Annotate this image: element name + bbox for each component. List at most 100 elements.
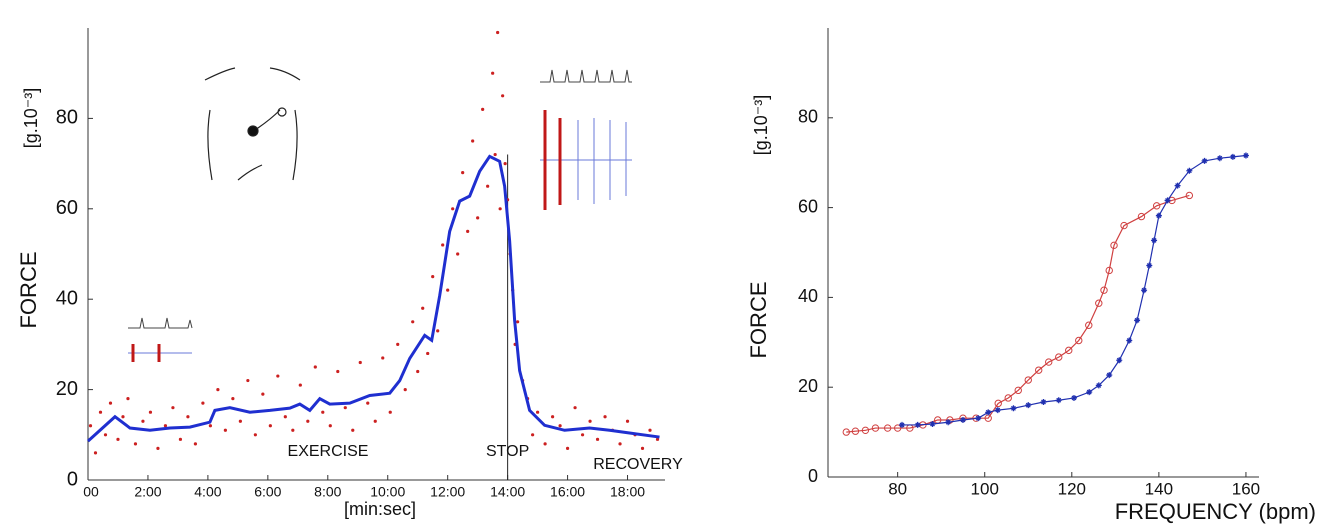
marker (1040, 399, 1047, 406)
dot (411, 320, 415, 324)
dot (358, 360, 362, 365)
dot (496, 30, 500, 35)
marker (1164, 197, 1171, 204)
x-tick-label: 00 (83, 484, 99, 500)
dot (618, 442, 622, 446)
dot (313, 365, 317, 369)
dot (451, 207, 455, 211)
marker (883, 424, 892, 432)
marker (1134, 317, 1141, 324)
dot (298, 383, 302, 387)
dot (486, 184, 490, 188)
x-tick-label: 14:00 (490, 484, 525, 500)
marker (1201, 157, 1208, 164)
x-tick-label: 160 (1232, 479, 1260, 498)
dot (536, 410, 540, 414)
dot (456, 252, 460, 256)
marker (899, 421, 906, 428)
dot (108, 401, 113, 405)
dot (291, 428, 295, 432)
marker (945, 419, 952, 426)
y-tick-label: 80 (798, 107, 818, 127)
dot (655, 437, 660, 441)
dot (156, 446, 160, 450)
marker (1155, 212, 1162, 219)
x-axis-label: FREQUENCY (bpm) (1115, 499, 1316, 524)
annotation: RECOVERY (593, 456, 683, 473)
dot (421, 306, 425, 310)
marker (861, 426, 870, 435)
dot (231, 397, 235, 401)
dot (431, 275, 435, 279)
marker (975, 415, 982, 422)
dot (516, 320, 520, 324)
dot (466, 229, 470, 233)
y-tick-label: 60 (798, 196, 818, 216)
marker (851, 427, 860, 435)
dot (493, 152, 497, 157)
x-tick-label: 6:00 (254, 484, 281, 500)
x-tick-label: 140 (1145, 479, 1173, 498)
x-tick-label: 18:00 (610, 484, 645, 500)
x-tick-label: 4:00 (194, 484, 221, 500)
dot (648, 428, 652, 432)
marker (914, 421, 921, 428)
marker (994, 399, 1002, 408)
dot (328, 424, 332, 428)
series-line (846, 194, 1190, 433)
x-tick-label: 100 (971, 479, 999, 498)
marker (1070, 394, 1077, 401)
marker (1100, 286, 1108, 294)
dot (268, 424, 272, 428)
dot (193, 442, 198, 446)
marker (1095, 299, 1103, 307)
dot (481, 107, 485, 111)
marker (1174, 182, 1181, 189)
x-axis-label: [min:sec] (344, 499, 416, 519)
marker (1010, 405, 1017, 412)
dot (93, 451, 98, 455)
dot (351, 428, 355, 432)
marker (1085, 321, 1093, 329)
marker (1137, 212, 1146, 221)
dot (491, 71, 495, 75)
marker (1025, 402, 1032, 409)
marker (985, 409, 992, 416)
marker (1120, 221, 1128, 230)
marker (1065, 346, 1073, 355)
marker (1004, 394, 1012, 402)
y-axis-unit: [g.10⁻³] (751, 95, 771, 156)
dot (501, 94, 505, 98)
dot (640, 446, 645, 450)
marker (1146, 262, 1153, 269)
dot (223, 428, 227, 432)
dot (186, 415, 190, 419)
dot (625, 419, 630, 423)
y-tick-label: 40 (56, 287, 78, 309)
dot (603, 415, 607, 419)
marker (893, 424, 902, 432)
y-tick-label: 0 (808, 466, 818, 486)
y-tick-label: 0 (67, 468, 78, 490)
dot (436, 329, 440, 333)
marker (1105, 266, 1113, 275)
dot (573, 406, 577, 410)
dot (238, 419, 242, 423)
y-tick-label: 60 (56, 197, 78, 219)
dot (366, 401, 370, 405)
x-tick-label: 120 (1058, 479, 1086, 498)
marker (1045, 358, 1053, 366)
marker (842, 428, 850, 436)
dot (208, 424, 212, 428)
marker (1024, 376, 1032, 384)
dot (580, 433, 585, 437)
dot (543, 442, 547, 446)
marker (1151, 237, 1158, 244)
dot (343, 406, 347, 410)
marker (959, 416, 966, 423)
dot (133, 442, 138, 446)
y-tick-label: 80 (56, 107, 78, 129)
marker (1110, 241, 1118, 250)
marker (1014, 386, 1022, 395)
